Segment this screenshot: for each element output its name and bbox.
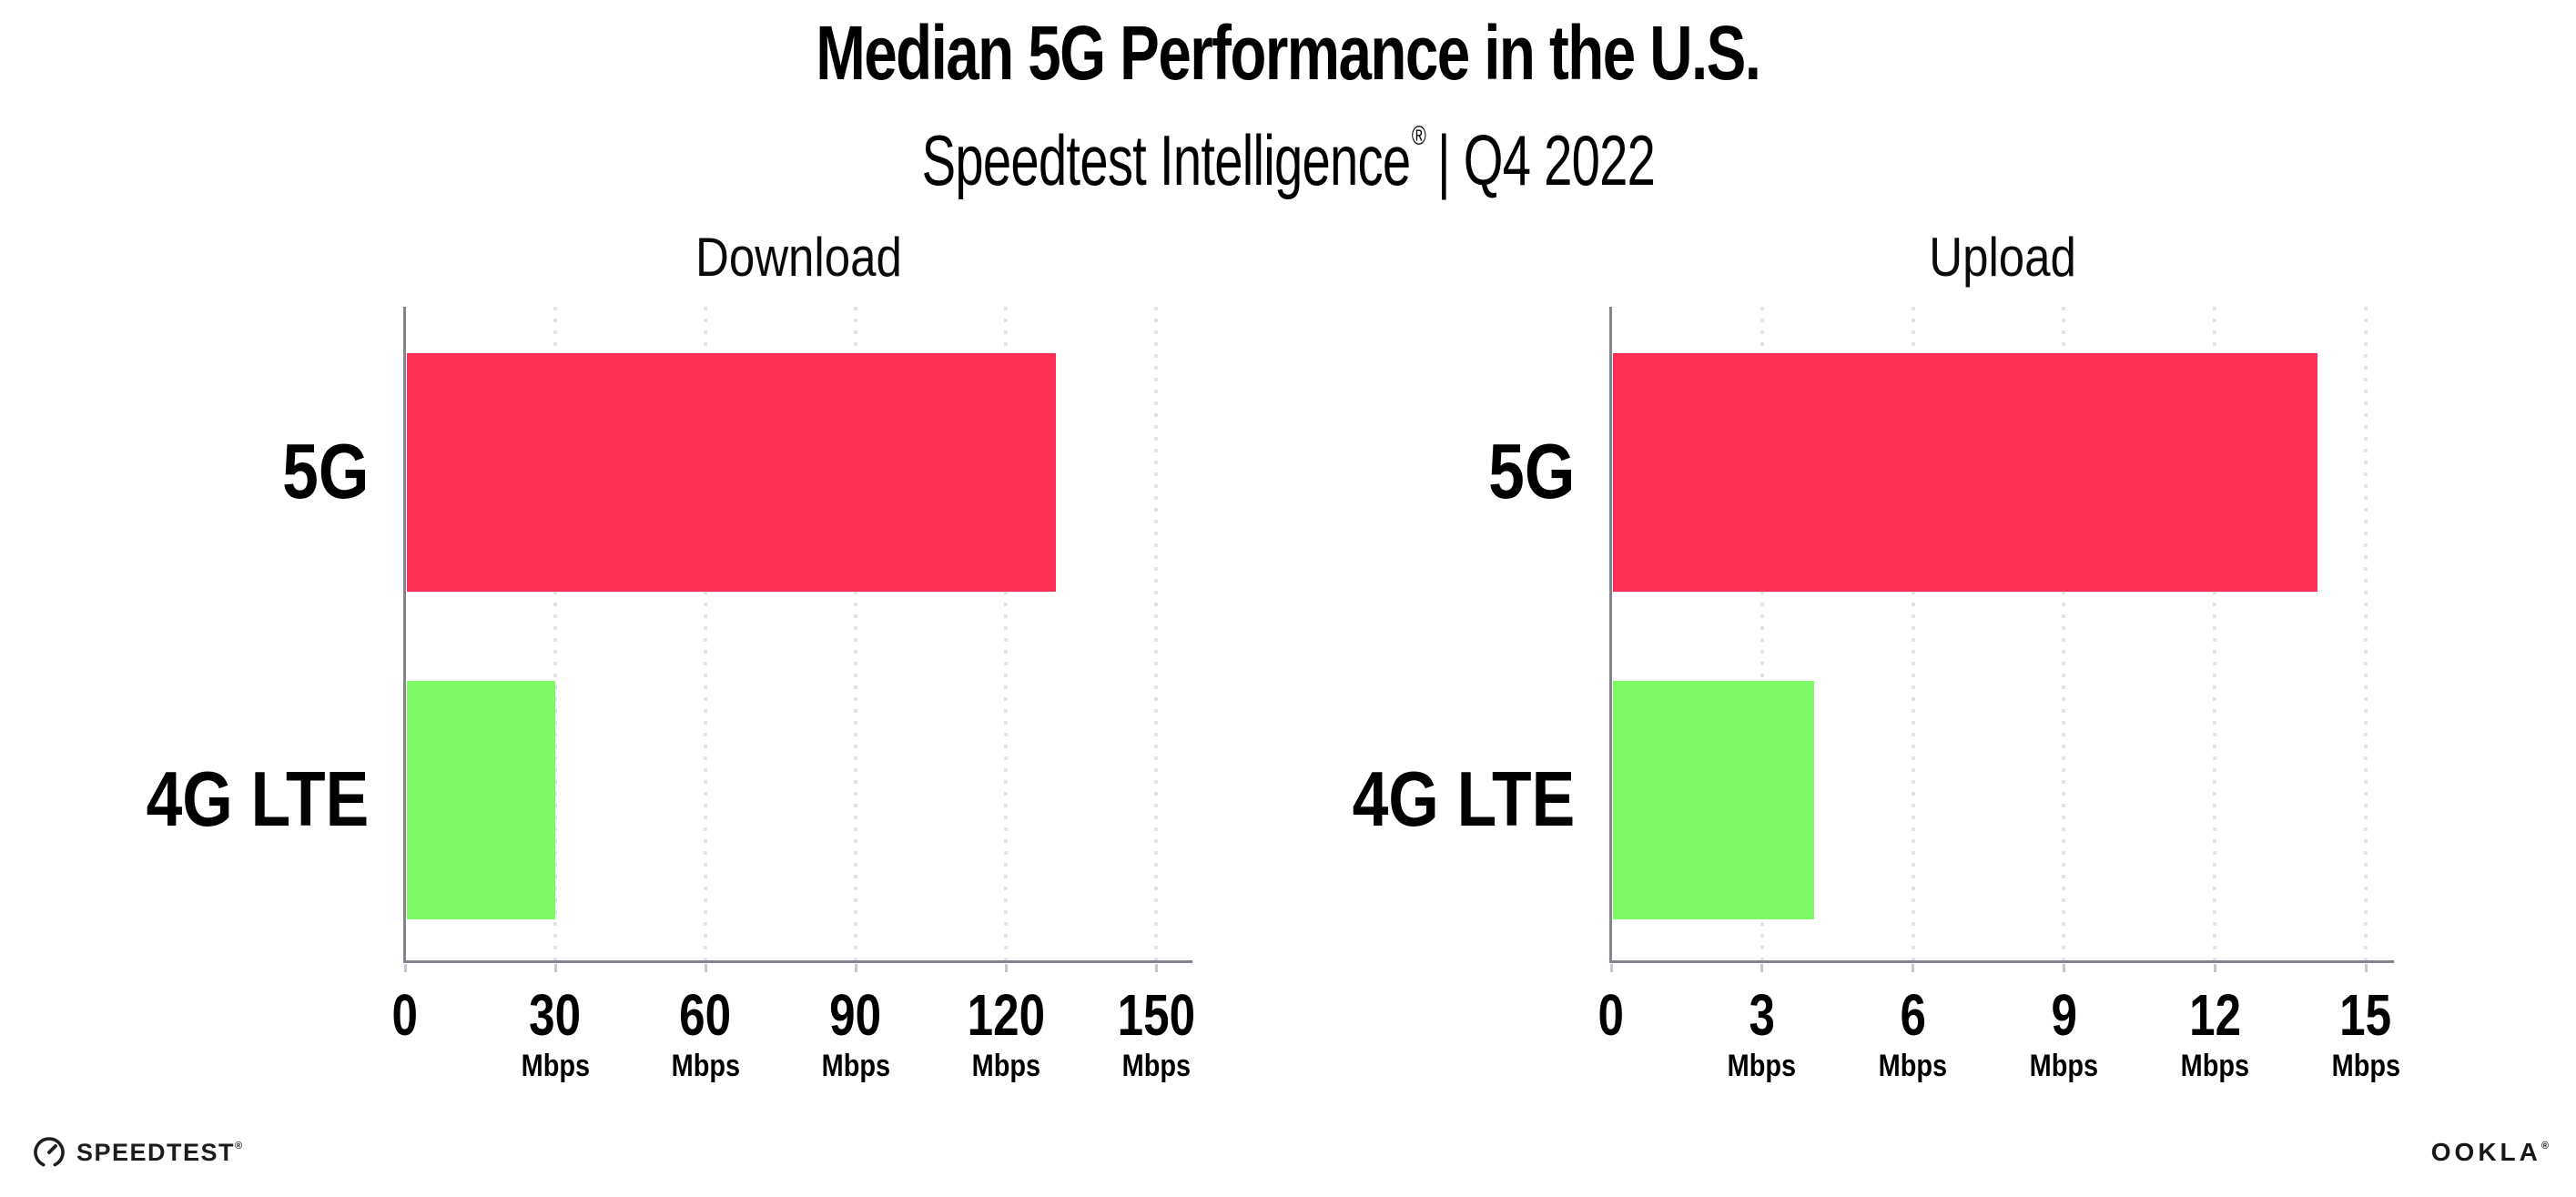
chart-title-upload: Upload — [1611, 221, 2394, 294]
x-axis-tick — [553, 964, 557, 972]
bar-upload-5g — [1613, 353, 2317, 592]
x-axis-tick — [1609, 964, 1613, 972]
x-tick-value: 9 — [2051, 982, 2077, 1048]
row-label-text: 4G LTE — [1352, 756, 1575, 843]
bar-download-4g-lte — [407, 681, 556, 919]
x-tick-value: 0 — [1597, 982, 1625, 1048]
x-tick-label-download-60: 60 Mbps — [614, 985, 796, 1087]
speedtest-logo: SPEEDTEST® — [31, 1134, 242, 1171]
subtitle-brand: Speedtest Intelligence — [921, 120, 1411, 200]
gridline-9-mbps — [2062, 307, 2066, 960]
x-tick-unit: Mbps — [1121, 1049, 1191, 1083]
gridline-12-mbps — [2213, 307, 2217, 960]
chart-title-text: Download — [695, 227, 902, 288]
x-axis-tick — [403, 964, 407, 972]
chart-title-text: Upload — [1929, 227, 2076, 288]
speedtest-trademark-icon: ® — [235, 1140, 243, 1151]
x-axis-tick — [1154, 964, 1158, 972]
row-label-upload-5g: 5G — [1282, 422, 1575, 522]
x-tick-label-upload-9: 9 Mbps — [1973, 985, 2155, 1087]
x-axis-tick — [2062, 964, 2065, 972]
x-tick-unit: Mbps — [971, 1049, 1040, 1083]
x-tick-label-upload-0: 0 — [1520, 985, 1702, 1045]
gridline-60-mbps — [704, 307, 707, 960]
x-tick-unit: Mbps — [2029, 1049, 2099, 1083]
x-tick-label-download-30: 30 Mbps — [464, 985, 646, 1087]
row-label-text: 4G LTE — [146, 756, 369, 843]
gridline-90-mbps — [854, 307, 857, 960]
page-subtitle-text: Speedtest Intelligence® | Q4 2022 — [921, 96, 1655, 200]
y-axis-line — [403, 307, 406, 960]
x-axis-tick — [1912, 964, 1915, 972]
x-tick-label-download-120: 120 Mbps — [915, 985, 1097, 1087]
x-tick-value: 30 — [529, 982, 582, 1048]
x-axis-tick — [2213, 964, 2216, 972]
ookla-logo: OOKLA® — [2431, 1138, 2549, 1167]
y-axis-line — [1609, 307, 1612, 960]
bar-download-5g — [407, 353, 1056, 592]
gridline-30-mbps — [553, 307, 557, 960]
x-tick-unit: Mbps — [2180, 1049, 2249, 1083]
speedtest-gauge-icon — [34, 1137, 65, 1167]
subtitle-period: | Q4 2022 — [1436, 120, 1656, 200]
x-tick-value: 60 — [679, 982, 732, 1048]
ookla-trademark-icon: ® — [2541, 1141, 2549, 1151]
page-title-text: Median 5G Performance in the U.S. — [816, 10, 1761, 96]
x-tick-unit: Mbps — [1728, 1049, 1797, 1083]
x-tick-value: 120 — [967, 982, 1045, 1048]
gridline-120-mbps — [1004, 307, 1008, 960]
x-tick-value: 12 — [2188, 982, 2241, 1048]
x-tick-value: 150 — [1117, 982, 1195, 1048]
x-tick-unit: Mbps — [671, 1049, 740, 1083]
registered-trademark-icon: ® — [1411, 121, 1425, 151]
row-label-upload-4g-lte: 4G LTE — [1282, 750, 1575, 850]
x-axis-tick — [704, 964, 707, 972]
x-tick-unit: Mbps — [1878, 1049, 1948, 1083]
row-label-text: 5G — [1487, 429, 1575, 515]
gridline-15-mbps — [2364, 307, 2368, 960]
x-tick-value: 6 — [1900, 982, 1926, 1048]
x-tick-label-download-0: 0 — [314, 985, 496, 1045]
x-axis-line — [403, 960, 1192, 963]
row-label-download-4g-lte: 4G LTE — [76, 750, 369, 850]
page-title: Median 5G Performance in the U.S. — [0, 11, 2576, 95]
plot-upload — [1609, 307, 2394, 972]
gridline-3-mbps — [1760, 307, 1764, 960]
ookla-wordmark: OOKLA® — [2430, 1138, 2549, 1166]
page-subtitle: Speedtest Intelligence® | Q4 2022 — [0, 96, 2576, 200]
x-axis-tick — [2364, 964, 2368, 972]
gridline-6-mbps — [1911, 307, 1915, 960]
x-tick-value: 3 — [1749, 982, 1776, 1048]
x-axis-line — [1609, 960, 2394, 963]
x-tick-value: 15 — [2339, 982, 2392, 1048]
bar-upload-4g-lte — [1613, 681, 1815, 919]
x-tick-value: 0 — [391, 982, 419, 1048]
speedtest-wordmark: SPEEDTEST® — [76, 1138, 243, 1166]
x-tick-label-upload-3: 3 Mbps — [1671, 985, 1853, 1087]
row-label-text: 5G — [281, 429, 369, 515]
row-label-download-5g: 5G — [76, 422, 369, 522]
x-tick-label-upload-12: 12 Mbps — [2124, 985, 2306, 1087]
chart-title-download: Download — [405, 221, 1192, 294]
x-tick-unit: Mbps — [821, 1049, 890, 1083]
x-tick-unit: Mbps — [521, 1049, 590, 1083]
x-axis-tick — [854, 964, 857, 972]
x-tick-value: 90 — [829, 982, 882, 1048]
plot-download — [403, 307, 1192, 972]
gridline-150-mbps — [1154, 307, 1158, 960]
x-tick-label-download-150: 150 Mbps — [1065, 985, 1247, 1087]
x-axis-tick — [1004, 964, 1008, 972]
x-tick-label-upload-15: 15 Mbps — [2275, 985, 2457, 1087]
x-axis-tick — [1760, 964, 1764, 972]
x-tick-label-upload-6: 6 Mbps — [1822, 985, 2004, 1087]
x-tick-label-download-90: 90 Mbps — [765, 985, 947, 1087]
x-tick-unit: Mbps — [2331, 1049, 2400, 1083]
